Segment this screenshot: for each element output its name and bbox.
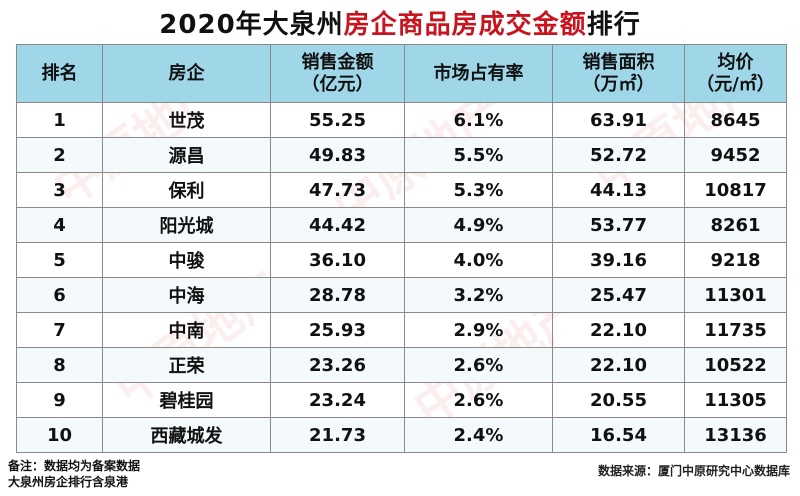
cell-rank: 2	[16, 137, 103, 173]
cell-company: 中骏	[102, 242, 271, 278]
cell-amount: 55.25	[270, 102, 405, 138]
title-accent: 房企商品房成交金额	[343, 9, 587, 40]
header-company: 房企	[102, 44, 271, 103]
table-row: 2 源昌 49.83 5.5% 52.72 9452	[16, 137, 787, 173]
cell-rank: 6	[16, 277, 103, 313]
title-part1: 2020年大泉州	[159, 9, 344, 40]
footer-note: 备注：数据均为备案数据 大泉州房企排行含泉港	[8, 458, 140, 490]
table-row: 3 保利 47.73 5.3% 44.13 10817	[16, 172, 787, 208]
cell-company: 源昌	[102, 137, 271, 173]
table-row: 7 中南 25.93 2.9% 22.10 11735	[16, 312, 787, 348]
table-row: 4 阳光城 44.42 4.9% 53.77 8261	[16, 207, 787, 243]
cell-company: 世茂	[102, 102, 271, 138]
cell-price: 9218	[684, 242, 787, 278]
cell-company: 正荣	[102, 347, 271, 383]
cell-share: 2.9%	[404, 312, 553, 348]
table-header-row: 排名 房企 销售金额 （亿元） 市场占有率 销售面积 （万㎡） 均价 （元/㎡）	[16, 44, 787, 103]
cell-price: 11735	[684, 312, 787, 348]
table-row: 6 中海 28.78 3.2% 25.47 11301	[16, 277, 787, 313]
cell-share: 3.2%	[404, 277, 553, 313]
cell-share: 6.1%	[404, 102, 553, 138]
cell-company: 中南	[102, 312, 271, 348]
cell-price: 9452	[684, 137, 787, 173]
title-part2: 排行	[586, 9, 641, 40]
table-row: 9 碧桂园 23.24 2.6% 20.55 11305	[16, 382, 787, 418]
cell-amount: 25.93	[270, 312, 405, 348]
cell-price: 13136	[684, 417, 787, 453]
cell-price: 11301	[684, 277, 787, 313]
table-row: 5 中骏 36.10 4.0% 39.16 9218	[16, 242, 787, 278]
cell-amount: 49.83	[270, 137, 405, 173]
cell-company: 西藏城发	[102, 417, 271, 453]
footer-note-line1: 备注：数据均为备案数据	[8, 459, 141, 473]
cell-amount: 28.78	[270, 277, 405, 313]
cell-share: 2.6%	[404, 347, 553, 383]
cell-rank: 10	[16, 417, 103, 453]
cell-price: 10817	[684, 172, 787, 208]
footer-source: 数据来源：厦门中原研究中心数据库	[597, 464, 790, 478]
header-share: 市场占有率	[404, 44, 553, 103]
cell-share: 2.4%	[404, 417, 553, 453]
header-rank: 排名	[16, 44, 103, 103]
cell-area: 16.54	[552, 417, 685, 453]
cell-share: 5.5%	[404, 137, 553, 173]
cell-amount: 36.10	[270, 242, 405, 278]
cell-rank: 3	[16, 172, 103, 208]
header-amount: 销售金额 （亿元）	[270, 44, 405, 103]
cell-amount: 47.73	[270, 172, 405, 208]
cell-area: 44.13	[552, 172, 685, 208]
cell-share: 5.3%	[404, 172, 553, 208]
cell-amount: 23.24	[270, 382, 405, 418]
page-title: 2020年大泉州 房企商品房成交金额 排行	[0, 0, 800, 44]
cell-area: 25.47	[552, 277, 685, 313]
cell-area: 20.55	[552, 382, 685, 418]
cell-rank: 8	[16, 347, 103, 383]
cell-area: 63.91	[552, 102, 685, 138]
cell-share: 4.0%	[404, 242, 553, 278]
cell-company: 碧桂园	[102, 382, 271, 418]
cell-rank: 1	[16, 102, 103, 138]
cell-amount: 21.73	[270, 417, 405, 453]
cell-amount: 44.42	[270, 207, 405, 243]
cell-rank: 4	[16, 207, 103, 243]
header-price: 均价 （元/㎡）	[684, 44, 787, 103]
cell-rank: 5	[16, 242, 103, 278]
cell-share: 2.6%	[404, 382, 553, 418]
cell-company: 阳光城	[102, 207, 271, 243]
cell-rank: 7	[16, 312, 103, 348]
cell-area: 53.77	[552, 207, 685, 243]
cell-area: 52.72	[552, 137, 685, 173]
cell-company: 中海	[102, 277, 271, 313]
table-row: 1 世茂 55.25 6.1% 63.91 8645	[16, 102, 787, 138]
header-area: 销售面积 （万㎡）	[552, 44, 685, 103]
cell-price: 8645	[684, 102, 787, 138]
cell-amount: 23.26	[270, 347, 405, 383]
table-row: 8 正荣 23.26 2.6% 22.10 10522	[16, 347, 787, 383]
cell-share: 4.9%	[404, 207, 553, 243]
cell-area: 39.16	[552, 242, 685, 278]
cell-company: 保利	[102, 172, 271, 208]
cell-price: 8261	[684, 207, 787, 243]
footer-note-line2: 大泉州房企排行含泉港	[8, 475, 129, 489]
cell-rank: 9	[16, 382, 103, 418]
table-row: 10 西藏城发 21.73 2.4% 16.54 13136	[16, 417, 787, 453]
cell-price: 10522	[684, 347, 787, 383]
cell-area: 22.10	[552, 347, 685, 383]
cell-price: 11305	[684, 382, 787, 418]
cell-area: 22.10	[552, 312, 685, 348]
